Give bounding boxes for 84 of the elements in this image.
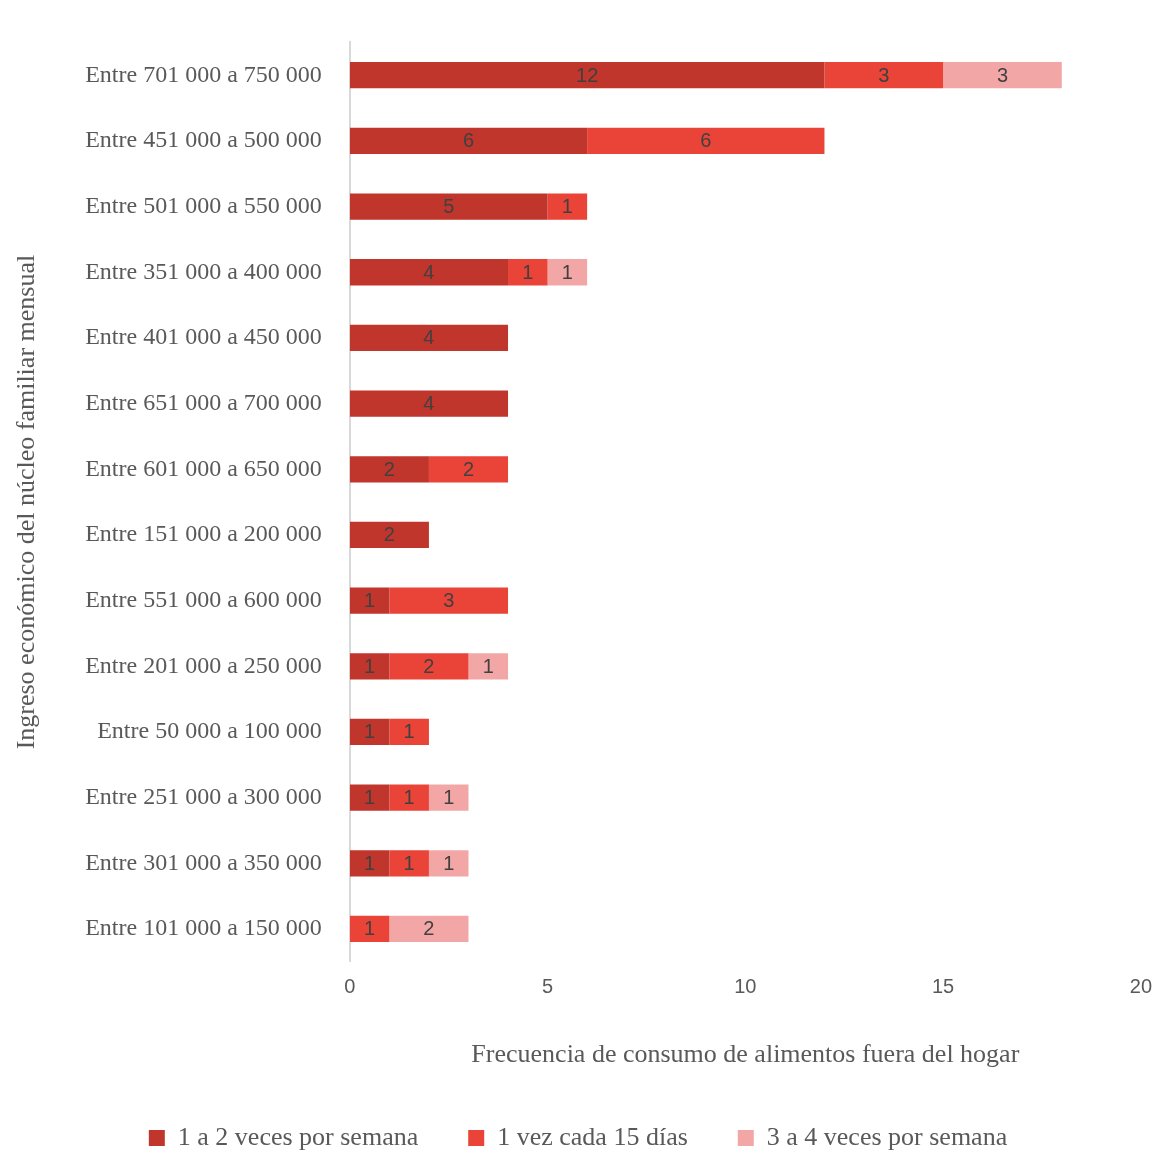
data-label: 1 xyxy=(561,195,573,218)
data-label: 1 xyxy=(403,786,415,809)
bar xyxy=(349,587,390,614)
bar xyxy=(389,718,429,746)
bar xyxy=(824,62,944,89)
y-tick-label: Entre 701 000 a 750 000 xyxy=(85,60,322,87)
y-tick-label: Entre 451 000 a 500 000 xyxy=(85,126,322,153)
data-label: 3 xyxy=(443,589,455,612)
data-label: 2 xyxy=(423,917,435,940)
y-tick-label: Entre 151 000 a 200 000 xyxy=(85,520,322,547)
y-tick-label: Entre 301 000 a 350 000 xyxy=(85,848,322,875)
data-label: 1 xyxy=(364,917,376,940)
bar xyxy=(428,456,509,483)
data-label: 2 xyxy=(383,523,395,546)
legend-label: 1 vez cada 15 días xyxy=(497,1121,688,1151)
data-label: 1 xyxy=(522,260,534,283)
data-label: 1 xyxy=(364,589,376,612)
bar xyxy=(389,850,429,877)
data-label: 4 xyxy=(423,326,435,349)
y-tick-label: Entre 351 000 a 400 000 xyxy=(85,257,322,284)
bar xyxy=(389,915,469,943)
bar xyxy=(547,193,588,220)
data-label: 1 xyxy=(364,720,376,743)
bar xyxy=(349,653,390,680)
data-label: 2 xyxy=(383,457,395,480)
y-tick-label: Entre 551 000 a 600 000 xyxy=(85,585,322,612)
bar xyxy=(349,259,509,286)
data-label: 6 xyxy=(700,129,712,152)
bar xyxy=(508,259,548,286)
x-axis-title: Frecuencia de consumo de alimentos fuera del hogar xyxy=(471,1039,1020,1069)
data-label: 4 xyxy=(423,260,435,283)
data-label: 12 xyxy=(576,63,599,86)
data-label: 3 xyxy=(878,63,890,86)
bar xyxy=(349,456,429,483)
legend-label: 3 a 4 veces por semana xyxy=(766,1121,1008,1151)
data-label: 1 xyxy=(403,851,415,874)
data-label: 1 xyxy=(403,720,415,743)
data-label: 6 xyxy=(462,129,475,152)
x-tick-label: 10 xyxy=(734,975,757,998)
bar xyxy=(349,521,429,549)
y-tick-label: Entre 401 000 a 450 000 xyxy=(85,323,322,350)
bar xyxy=(349,850,390,877)
bar xyxy=(547,259,588,286)
data-label: 1 xyxy=(482,654,494,677)
data-label: 1 xyxy=(443,786,455,809)
legend-label: 1 a 2 veces por semana xyxy=(177,1121,419,1151)
bar xyxy=(389,587,509,614)
data-label: 5 xyxy=(443,195,455,218)
bar xyxy=(428,850,469,877)
x-tick-label: 0 xyxy=(344,975,356,998)
y-tick-label: Entre 601 000 a 650 000 xyxy=(85,454,322,481)
data-label: 1 xyxy=(364,851,376,874)
y-tick-label: Entre 50 000 a 100 000 xyxy=(97,717,322,744)
y-tick-label: Entre 101 000 a 150 000 xyxy=(85,914,322,941)
bar xyxy=(349,127,588,155)
y-axis-title: Ingreso económico del núcleo familiar mensual xyxy=(11,254,41,750)
bar xyxy=(587,127,825,155)
bar xyxy=(943,62,1062,89)
data-label: 1 xyxy=(443,851,455,874)
x-tick-label: 15 xyxy=(931,975,955,998)
bar xyxy=(349,324,509,352)
bar xyxy=(349,718,390,746)
data-label: 3 xyxy=(996,63,1009,86)
data-label: 1 xyxy=(561,260,573,283)
bar xyxy=(428,784,469,811)
data-label: 1 xyxy=(364,654,376,677)
data-label: 2 xyxy=(423,654,435,677)
bar xyxy=(389,784,429,811)
y-tick-label: Entre 651 000 a 700 000 xyxy=(85,388,322,415)
y-tick-label: Entre 201 000 a 250 000 xyxy=(85,651,322,678)
y-tick-label: Entre 501 000 a 550 000 xyxy=(85,191,322,218)
bar xyxy=(349,193,548,220)
y-tick-label: Entre 251 000 a 300 000 xyxy=(85,782,322,809)
bar xyxy=(468,653,509,680)
x-tick-label: 20 xyxy=(1129,975,1152,998)
data-label: 4 xyxy=(423,392,435,415)
bar xyxy=(349,784,390,811)
bar xyxy=(349,915,390,943)
data-label: 2 xyxy=(462,457,475,480)
bar xyxy=(349,390,509,417)
bar xyxy=(349,62,825,89)
data-label: 1 xyxy=(364,786,376,809)
x-tick-label: 5 xyxy=(542,975,554,998)
bar xyxy=(389,653,469,680)
